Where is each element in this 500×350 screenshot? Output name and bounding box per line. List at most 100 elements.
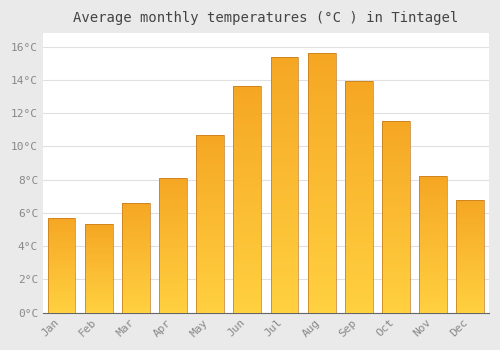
Bar (345, 204, 373, 206)
Bar (308, 191, 336, 193)
Bar (234, 199, 262, 202)
Bar (159, 288, 187, 290)
Bar (85, 224, 112, 225)
Bar (382, 194, 410, 196)
Bar (48, 288, 76, 289)
Bar (270, 192, 298, 195)
Bar (159, 206, 187, 208)
Bar (382, 125, 410, 127)
Bar (382, 177, 410, 179)
Bar (308, 175, 336, 178)
Bar (159, 248, 187, 249)
Bar (85, 268, 112, 270)
Bar (308, 279, 336, 281)
Bar (270, 62, 298, 64)
Bar (196, 183, 224, 184)
Bar (159, 260, 187, 261)
Bar (85, 225, 112, 226)
Bar (159, 264, 187, 266)
Bar (85, 271, 112, 272)
Bar (122, 276, 150, 278)
Bar (234, 211, 262, 213)
Bar (159, 218, 187, 220)
Bar (456, 247, 484, 248)
Bar (419, 259, 447, 261)
Bar (456, 309, 484, 310)
Bar (308, 235, 336, 237)
Bar (48, 280, 76, 281)
Bar (456, 292, 484, 293)
Bar (456, 266, 484, 267)
Bar (159, 220, 187, 221)
Bar (196, 215, 224, 217)
Bar (345, 186, 373, 188)
Bar (159, 298, 187, 299)
Bar (85, 296, 112, 297)
Bar (419, 208, 447, 209)
Bar (382, 208, 410, 209)
Bar (159, 240, 187, 241)
Bar (48, 225, 76, 226)
Bar (122, 259, 150, 260)
Bar (85, 266, 112, 267)
Bar (85, 276, 112, 278)
Bar (234, 152, 262, 154)
Bar (308, 66, 336, 69)
Bar (196, 309, 224, 311)
Bar (270, 305, 298, 308)
Bar (234, 252, 262, 254)
Bar (85, 257, 112, 258)
Bar (85, 260, 112, 261)
Bar (419, 309, 447, 310)
Bar (122, 228, 150, 229)
Bar (308, 281, 336, 284)
Bar (308, 305, 336, 307)
Bar (159, 205, 187, 206)
Bar (122, 274, 150, 275)
Bar (196, 252, 224, 254)
Bar (85, 246, 112, 247)
Bar (270, 228, 298, 231)
Bar (122, 260, 150, 261)
Bar (159, 236, 187, 237)
Bar (196, 277, 224, 279)
Bar (122, 297, 150, 298)
Bar (308, 204, 336, 206)
Bar (270, 213, 298, 215)
Bar (196, 304, 224, 306)
Bar (234, 168, 262, 170)
Bar (456, 212, 484, 213)
Bar (345, 95, 373, 98)
Bar (122, 214, 150, 215)
Bar (456, 297, 484, 298)
Bar (196, 177, 224, 179)
Bar (270, 56, 298, 59)
Bar (345, 146, 373, 148)
Bar (419, 303, 447, 304)
Bar (345, 264, 373, 266)
Bar (345, 141, 373, 144)
Bar (308, 232, 336, 235)
Bar (48, 222, 76, 223)
Bar (196, 165, 224, 167)
Bar (196, 272, 224, 273)
Bar (308, 178, 336, 180)
Bar (419, 251, 447, 253)
Bar (122, 237, 150, 238)
Bar (419, 225, 447, 227)
Bar (196, 300, 224, 302)
Bar (345, 169, 373, 172)
Bar (270, 200, 298, 203)
Bar (196, 208, 224, 209)
Bar (308, 294, 336, 297)
Bar (85, 301, 112, 302)
Bar (419, 240, 447, 242)
Bar (234, 102, 262, 105)
Bar (196, 170, 224, 172)
Bar (48, 218, 76, 313)
Bar (196, 281, 224, 282)
Bar (196, 168, 224, 170)
Bar (382, 167, 410, 169)
Bar (48, 229, 76, 230)
Bar (419, 287, 447, 288)
